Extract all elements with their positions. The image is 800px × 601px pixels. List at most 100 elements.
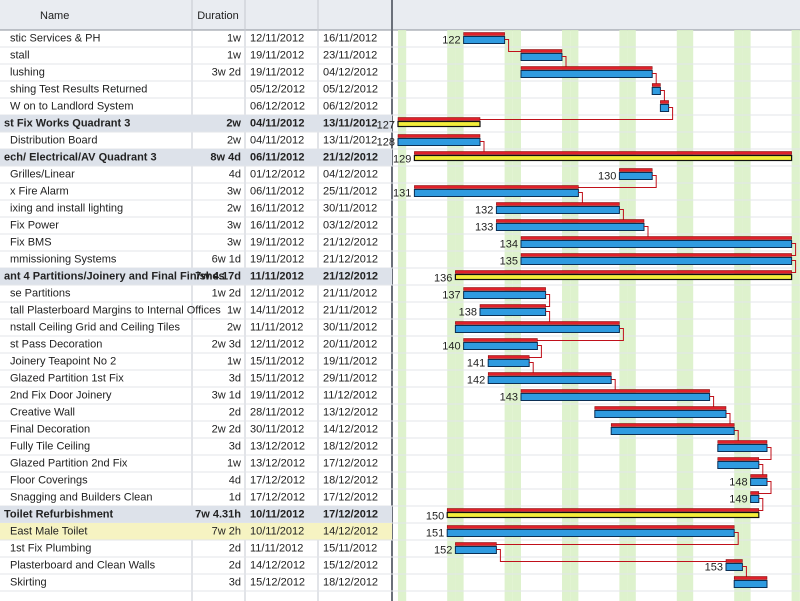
task-bar — [479, 308, 547, 316]
task-finish: 20/11/2012 — [323, 338, 377, 350]
task-bar — [487, 359, 530, 367]
task-finish: 21/12/2012 — [323, 236, 378, 248]
task-bar — [463, 291, 547, 299]
task-duration: 2w — [227, 134, 241, 146]
timescale-header — [392, 0, 800, 30]
task-bar — [750, 478, 768, 486]
task-finish: 30/11/2012 — [323, 321, 377, 333]
task-start: 04/11/2012 — [250, 134, 304, 146]
task-start: 15/11/2012 — [250, 372, 304, 384]
task-duration: 1w — [227, 355, 241, 367]
task-finish: 11/12/2012 — [323, 389, 377, 401]
task-bar — [520, 393, 711, 401]
task-bar — [487, 376, 612, 384]
task-id: 153 — [705, 561, 723, 573]
task-name: Glazed Partition 1st Fix — [10, 372, 124, 384]
task-duration: 1d — [229, 491, 241, 503]
task-name: East Male Toilet — [10, 525, 87, 537]
task-finish: 29/11/2012 — [323, 372, 377, 384]
task-name: Glazed Partition 2nd Fix — [10, 457, 128, 469]
task-duration: 1w — [227, 304, 241, 316]
task-duration: 4d — [229, 474, 241, 486]
task-start: 17/12/2012 — [250, 491, 305, 503]
task-start: 11/11/2012 — [250, 321, 303, 333]
task-finish: 19/11/2012 — [323, 355, 377, 367]
baseline-bar — [463, 338, 538, 342]
task-finish: 21/12/2012 — [323, 253, 378, 265]
task-bar — [413, 189, 579, 197]
task-name: st Pass Decoration — [10, 338, 102, 350]
task-id: 136 — [434, 272, 452, 284]
task-name: Floor Coverings — [10, 474, 88, 486]
task-name: shing Test Results Returned — [10, 83, 147, 95]
task-bar — [495, 206, 620, 214]
baseline-bar — [414, 185, 579, 189]
task-name: st Fix Works Quadrant 3 — [4, 117, 130, 129]
baseline-bar — [750, 491, 760, 495]
task-start: 12/11/2012 — [250, 32, 304, 44]
task-bar — [520, 70, 653, 78]
baseline-bar — [455, 270, 792, 274]
task-finish: 21/12/2012 — [323, 151, 378, 163]
task-finish: 17/12/2012 — [323, 457, 378, 469]
dependency-link — [398, 107, 674, 120]
task-start: 04/11/2012 — [250, 117, 304, 129]
baseline-bar — [733, 576, 768, 580]
summary-row-bg — [0, 115, 392, 132]
task-name: stic Services & PH — [10, 32, 101, 44]
task-bar — [520, 53, 563, 61]
task-start: 01/12/2012 — [250, 168, 305, 180]
task-id: 151 — [426, 527, 444, 539]
task-start: 30/11/2012 — [250, 423, 304, 435]
task-bar — [733, 580, 768, 588]
task-name: Skirting — [10, 576, 47, 588]
task-start: 11/11/2012 — [250, 542, 303, 554]
task-start: 19/11/2012 — [250, 389, 304, 401]
task-id: 143 — [500, 391, 518, 403]
summary-bar — [413, 154, 793, 162]
task-start: 11/11/2012 — [250, 270, 304, 282]
task-duration: 3d — [229, 440, 241, 452]
task-finish: 15/12/2012 — [323, 559, 378, 571]
task-name: W on to Landlord System — [10, 100, 134, 112]
baseline-bar — [619, 168, 653, 172]
task-start: 28/11/2012 — [250, 406, 304, 418]
task-finish: 21/11/2012 — [323, 304, 377, 316]
task-name: Distribution Board — [10, 134, 97, 146]
task-name: Toilet Refurbishment — [4, 508, 114, 520]
task-start: 19/11/2012 — [250, 253, 304, 265]
task-name: ech/ Electrical/AV Quadrant 3 — [4, 151, 157, 163]
task-finish: 17/12/2012 — [323, 491, 378, 503]
task-bar — [397, 138, 481, 146]
task-duration: 4d — [229, 168, 241, 180]
baseline-bar — [455, 542, 497, 546]
baseline-bar — [487, 372, 612, 376]
baseline-bar — [717, 440, 768, 444]
task-bar — [717, 444, 768, 452]
task-duration: 3w 2d — [212, 66, 241, 78]
task-finish: 17/12/2012 — [323, 508, 378, 520]
task-finish: 18/12/2012 — [323, 440, 378, 452]
baseline-bar — [660, 100, 669, 104]
dependency-link — [455, 532, 739, 545]
task-start: 14/11/2012 — [250, 304, 304, 316]
task-duration: 6w 1d — [212, 253, 241, 265]
task-id: 150 — [426, 510, 444, 522]
task-bar — [717, 461, 760, 469]
task-duration: 3w 1d — [212, 389, 241, 401]
name-header: Name — [40, 10, 69, 22]
task-duration: 2d — [229, 542, 241, 554]
weekend-column — [562, 30, 571, 601]
dependency-link — [750, 481, 772, 494]
baseline-bar — [725, 559, 743, 563]
task-name: x Fire Alarm — [10, 185, 69, 197]
task-name: Fix Power — [10, 219, 59, 231]
task-id: 135 — [500, 255, 518, 267]
task-name: 1st Fix Plumbing — [10, 542, 91, 554]
task-bar — [594, 410, 727, 418]
task-start: 12/11/2012 — [250, 338, 304, 350]
dependency-link — [463, 328, 624, 341]
task-finish: 15/11/2012 — [323, 542, 377, 554]
task-start: 13/12/2012 — [250, 457, 305, 469]
